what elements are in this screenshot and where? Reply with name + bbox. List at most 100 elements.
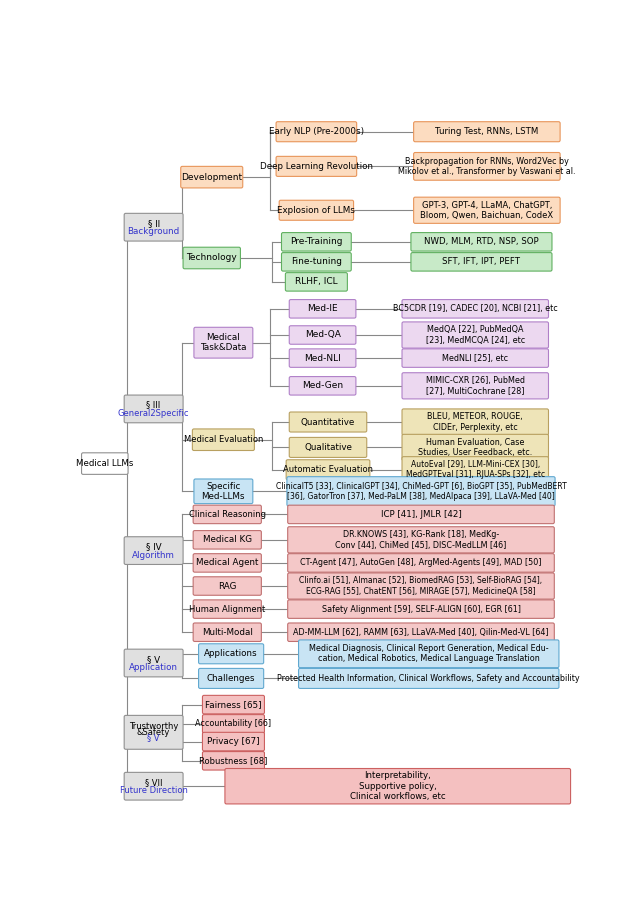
Text: Med-Gen: Med-Gen (302, 381, 343, 390)
Text: AutoEval [29], LLM-Mini-CEX [30],
MedGPTEval [31], RJUA-SPs [32], etc: AutoEval [29], LLM-Mini-CEX [30], MedGPT… (406, 460, 545, 479)
FancyBboxPatch shape (288, 599, 554, 619)
Text: Automatic Evaluation: Automatic Evaluation (283, 465, 373, 475)
Text: General2Specific: General2Specific (118, 409, 189, 418)
Text: Challenges: Challenges (207, 674, 255, 683)
Text: AD-MM-LLM [62], RAMM [63], LLaVA-Med [40], Qilin-Med-VL [64]: AD-MM-LLM [62], RAMM [63], LLaVA-Med [40… (293, 628, 549, 637)
Text: Fairness [65]: Fairness [65] (205, 700, 262, 709)
FancyBboxPatch shape (276, 156, 356, 176)
Text: § II: § II (148, 218, 160, 228)
FancyBboxPatch shape (288, 573, 554, 599)
FancyBboxPatch shape (202, 733, 264, 751)
FancyBboxPatch shape (193, 531, 261, 549)
FancyBboxPatch shape (288, 527, 554, 553)
Text: Medical KG: Medical KG (203, 535, 252, 544)
Text: Human Alignment: Human Alignment (189, 605, 266, 613)
FancyBboxPatch shape (413, 197, 560, 223)
Text: Fine-tuning: Fine-tuning (291, 257, 342, 266)
FancyBboxPatch shape (288, 623, 554, 642)
FancyBboxPatch shape (198, 668, 264, 688)
FancyBboxPatch shape (193, 505, 261, 523)
Text: Privacy [67]: Privacy [67] (207, 737, 260, 746)
FancyBboxPatch shape (289, 412, 367, 432)
FancyBboxPatch shape (194, 328, 253, 358)
FancyBboxPatch shape (193, 623, 261, 642)
FancyBboxPatch shape (194, 479, 253, 504)
Text: Med-IE: Med-IE (307, 305, 338, 313)
FancyBboxPatch shape (193, 429, 254, 451)
FancyBboxPatch shape (124, 649, 183, 677)
Text: Deep Learning Revolution: Deep Learning Revolution (260, 162, 373, 171)
Text: BLEU, METEOR, ROUGE,
CIDEr, Perplexity, etc: BLEU, METEOR, ROUGE, CIDEr, Perplexity, … (428, 412, 523, 431)
Text: Quantitative: Quantitative (301, 418, 355, 427)
Text: ClinicalT5 [33], ClinicalGPT [34], ChiMed-GPT [6], BioGPT [35], PubMedBERT
[36],: ClinicalT5 [33], ClinicalGPT [34], ChiMe… (276, 482, 566, 501)
Text: Future Direction: Future Direction (120, 787, 188, 795)
FancyBboxPatch shape (202, 752, 264, 770)
FancyBboxPatch shape (81, 453, 128, 475)
Text: Med-QA: Med-QA (305, 330, 340, 340)
Text: Applications: Applications (204, 649, 258, 658)
Text: § III: § III (147, 400, 161, 409)
Text: Medical
Task&Data: Medical Task&Data (200, 333, 246, 353)
FancyBboxPatch shape (202, 714, 264, 733)
FancyBboxPatch shape (413, 152, 560, 180)
Text: Medical LLMs: Medical LLMs (76, 459, 134, 468)
FancyBboxPatch shape (411, 232, 552, 251)
FancyBboxPatch shape (193, 599, 261, 619)
Text: Protected Health Information, Clinical Workflows, Safety and Accountability: Protected Health Information, Clinical W… (277, 674, 580, 683)
FancyBboxPatch shape (411, 252, 552, 271)
Text: Early NLP (Pre-2000s): Early NLP (Pre-2000s) (269, 128, 364, 136)
FancyBboxPatch shape (183, 247, 241, 269)
Text: § VII: § VII (145, 778, 163, 787)
Text: Turing Test, RNNs, LSTM: Turing Test, RNNs, LSTM (435, 128, 539, 136)
Text: Background: Background (127, 228, 180, 236)
Text: RAG: RAG (218, 581, 236, 590)
Text: NWD, MLM, RTD, NSP, SOP: NWD, MLM, RTD, NSP, SOP (424, 238, 539, 246)
FancyBboxPatch shape (402, 349, 548, 367)
FancyBboxPatch shape (298, 640, 559, 667)
Text: § V: § V (147, 655, 160, 664)
Text: SFT, IFT, IPT, PEFT: SFT, IFT, IPT, PEFT (442, 257, 520, 266)
FancyBboxPatch shape (289, 326, 356, 344)
Text: BC5CDR [19], CADEC [20], NCBI [21], etc: BC5CDR [19], CADEC [20], NCBI [21], etc (393, 305, 557, 313)
FancyBboxPatch shape (288, 554, 554, 572)
FancyBboxPatch shape (279, 200, 353, 220)
Text: Medical Agent: Medical Agent (196, 558, 259, 567)
Text: GPT-3, GPT-4, LLaMA, ChatGPT,
Bloom, Qwen, Baichuan, CodeX: GPT-3, GPT-4, LLaMA, ChatGPT, Bloom, Qwe… (420, 200, 554, 220)
Text: Algorithm: Algorithm (132, 551, 175, 560)
FancyBboxPatch shape (193, 554, 261, 572)
Text: Technology: Technology (186, 253, 237, 263)
FancyBboxPatch shape (413, 122, 560, 141)
Text: Interpretability,
Supportive policy,
Clinical workflows, etc: Interpretability, Supportive policy, Cli… (350, 771, 445, 801)
Text: Safety Alignment [59], SELF-ALIGN [60], EGR [61]: Safety Alignment [59], SELF-ALIGN [60], … (321, 605, 520, 613)
FancyBboxPatch shape (289, 349, 356, 367)
Text: MIMIC-CXR [26], PubMed
[27], MultiCochrane [28]: MIMIC-CXR [26], PubMed [27], MultiCochra… (426, 376, 525, 396)
Text: Backpropagation for RNNs, Word2Vec by
Mikolov et al., Transformer by Vaswani et : Backpropagation for RNNs, Word2Vec by Mi… (398, 157, 575, 176)
FancyBboxPatch shape (402, 434, 548, 461)
FancyBboxPatch shape (198, 644, 264, 664)
Text: Clinfo.ai [51], Almanac [52], BiomedRAG [53], Self-BioRAG [54],
ECG-RAG [55], Ch: Clinfo.ai [51], Almanac [52], BiomedRAG … (300, 577, 543, 596)
FancyBboxPatch shape (402, 456, 548, 483)
FancyBboxPatch shape (124, 213, 183, 241)
FancyBboxPatch shape (402, 322, 548, 348)
Text: Human Evaluation, Case
Studies, User Feedback, etc.: Human Evaluation, Case Studies, User Fee… (418, 438, 532, 457)
Text: Medical Evaluation: Medical Evaluation (184, 435, 263, 444)
Text: DR.KNOWS [43], KG-Rank [18], MedKg-
Conv [44], ChiMed [45], DISC-MedLLM [46]: DR.KNOWS [43], KG-Rank [18], MedKg- Conv… (335, 530, 507, 550)
Text: Med-NLI: Med-NLI (304, 353, 341, 363)
FancyBboxPatch shape (202, 695, 264, 714)
Text: RLHF, ICL: RLHF, ICL (295, 277, 338, 286)
Text: Application: Application (129, 663, 178, 672)
Text: &Safety: &Safety (137, 728, 170, 737)
Text: Specific
Med-LLMs: Specific Med-LLMs (202, 482, 245, 501)
FancyBboxPatch shape (124, 772, 183, 800)
Text: § V: § V (147, 733, 160, 743)
FancyBboxPatch shape (289, 376, 356, 395)
Text: Accountability [66]: Accountability [66] (195, 720, 271, 728)
FancyBboxPatch shape (124, 395, 183, 423)
FancyBboxPatch shape (289, 437, 367, 457)
Text: Clinical Reasoning: Clinical Reasoning (189, 509, 266, 519)
Text: § IV: § IV (146, 543, 161, 551)
Text: Trustworthy: Trustworthy (129, 722, 179, 732)
Text: MedNLI [25], etc: MedNLI [25], etc (442, 353, 508, 363)
FancyBboxPatch shape (402, 299, 548, 318)
FancyBboxPatch shape (286, 460, 370, 480)
